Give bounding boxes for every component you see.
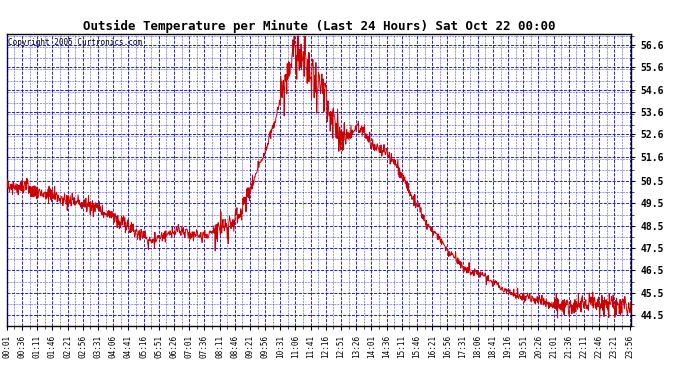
Title: Outside Temperature per Minute (Last 24 Hours) Sat Oct 22 00:00: Outside Temperature per Minute (Last 24 … xyxy=(83,20,555,33)
Text: Copyright 2005 Curtronics.com: Copyright 2005 Curtronics.com xyxy=(8,38,141,47)
